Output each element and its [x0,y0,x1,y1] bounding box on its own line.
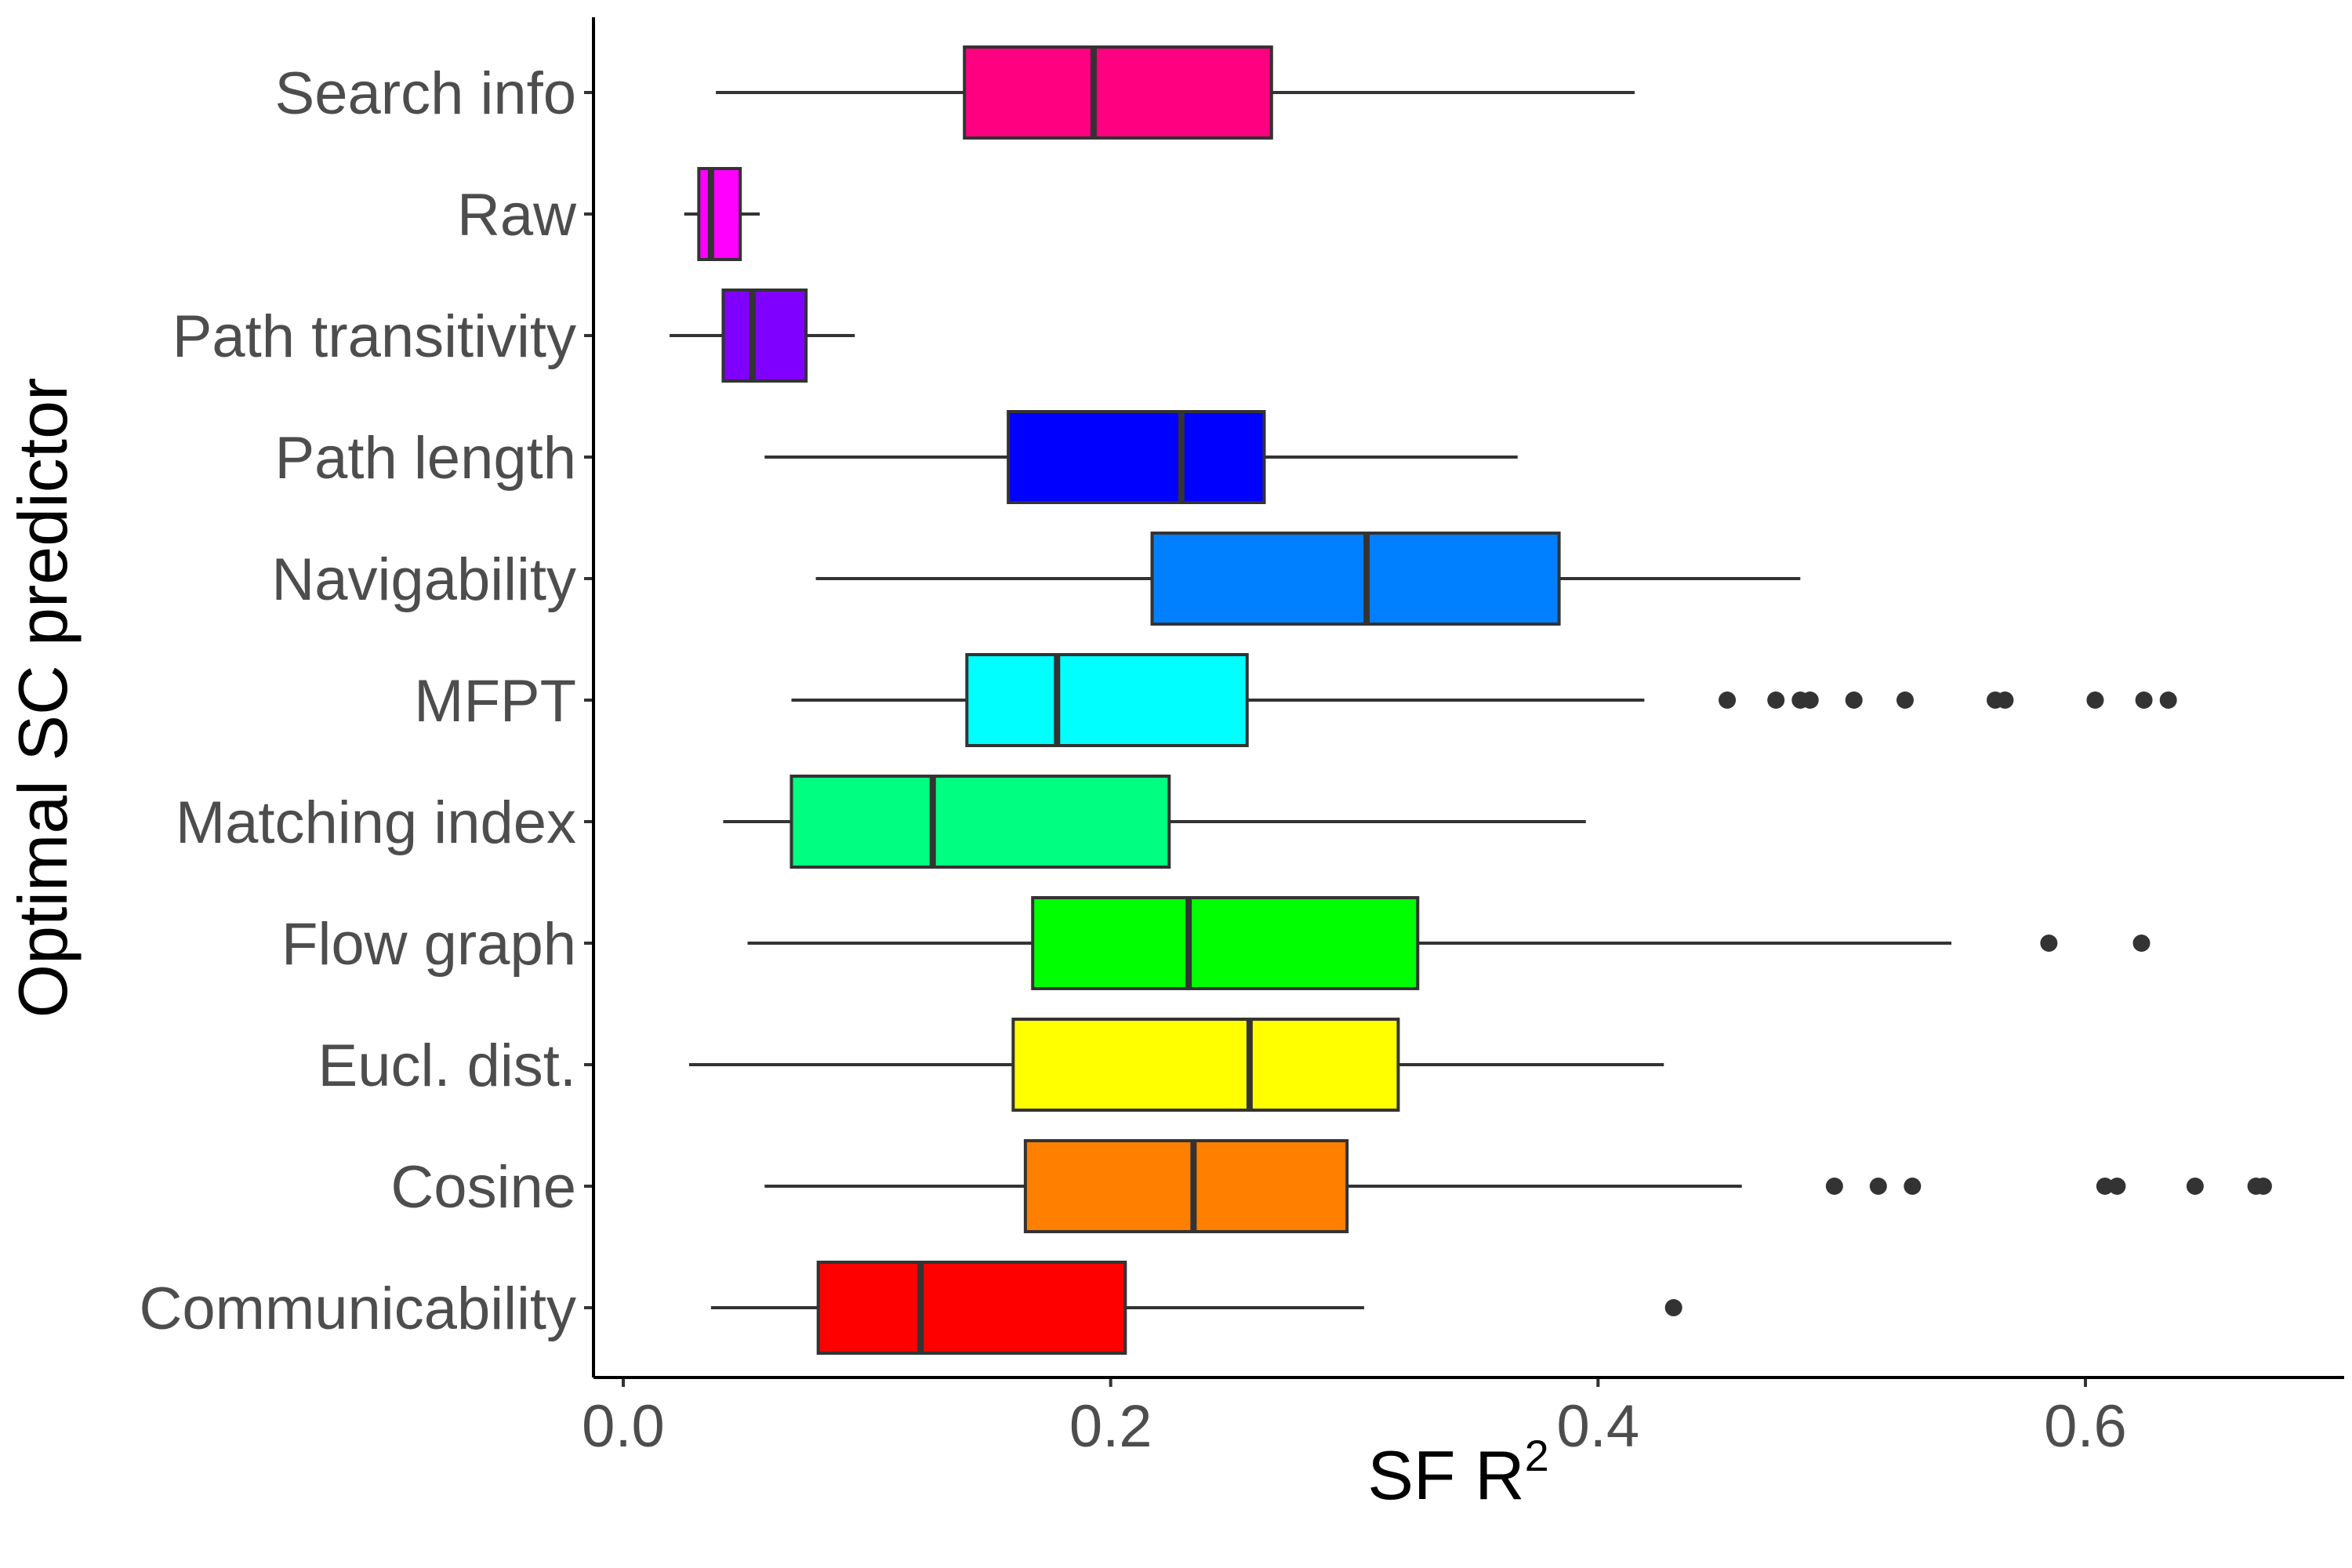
outlier-mfpt-8 [2086,691,2104,709]
box-communicability [816,1261,1127,1355]
x-tick-label-1: 0.2 [1069,1393,1152,1460]
box-matching-index [789,775,1171,869]
outlier-flow-graph-0 [2040,935,2058,952]
box-path-length [1007,410,1266,504]
box-path-transitivity [721,289,808,383]
category-label-matching-index: Matching index [176,789,576,856]
outlier-mfpt-4 [1845,691,1863,709]
outlier-mfpt-1 [1767,691,1785,709]
x-axis-title: SF R2 [1367,1431,1549,1514]
outlier-mfpt-7 [1996,691,2014,709]
category-label-navigability: Navigability [271,546,576,613]
box-cosine [1023,1139,1349,1233]
outlier-mfpt-10 [2159,691,2177,709]
outlier-mfpt-5 [1896,691,1914,709]
box-mfpt [965,653,1249,747]
outlier-communicability-0 [1664,1299,1682,1316]
category-label-search-info: Search info [275,60,576,127]
category-label-path-transitivity: Path transitivity [172,303,576,370]
x-axis-title-text: SF R [1367,1436,1524,1514]
outlier-cosine-7 [2254,1178,2272,1195]
x-axis-title-superscript: 2 [1525,1431,1549,1480]
outlier-mfpt-9 [2135,691,2153,709]
outlier-cosine-1 [1869,1178,1887,1195]
outlier-flow-graph-1 [2132,935,2151,952]
category-label-raw: Raw [457,182,577,249]
y-axis-title: Optimal SC predictor [4,378,82,1018]
x-tick-label-0: 0.0 [582,1393,665,1460]
outlier-cosine-4 [2108,1178,2126,1195]
outlier-mfpt-0 [1719,691,1737,709]
x-tick-label-3: 0.6 [2044,1393,2127,1460]
box-navigability [1150,532,1561,626]
outlier-cosine-2 [1904,1178,1922,1195]
outlier-cosine-3 [2096,1178,2114,1195]
category-label-eucl-dist: Eucl. dist. [318,1033,576,1099]
category-label-flow-graph: Flow graph [281,911,576,978]
category-labels: Search info Raw Path transitivity Path leng… [140,60,593,1342]
x-tick-labels: 0.0 0.2 0.4 0.6 [582,1377,2127,1460]
category-label-cosine: Cosine [390,1154,576,1221]
plot-marks [670,45,2272,1355]
outlier-mfpt-3 [1801,691,1819,709]
box-flow-graph [1031,896,1420,990]
outlier-cosine-5 [2186,1178,2204,1195]
category-label-path-length: Path length [274,425,576,492]
category-label-mfpt: MFPT [414,668,576,735]
category-label-communicability: Communicability [140,1276,577,1342]
box-eucl-dist [1011,1018,1400,1112]
outlier-cosine-0 [1825,1178,1843,1195]
box-search-info [963,45,1273,140]
box-raw [697,167,742,261]
x-tick-label-2: 0.4 [1557,1393,1640,1460]
